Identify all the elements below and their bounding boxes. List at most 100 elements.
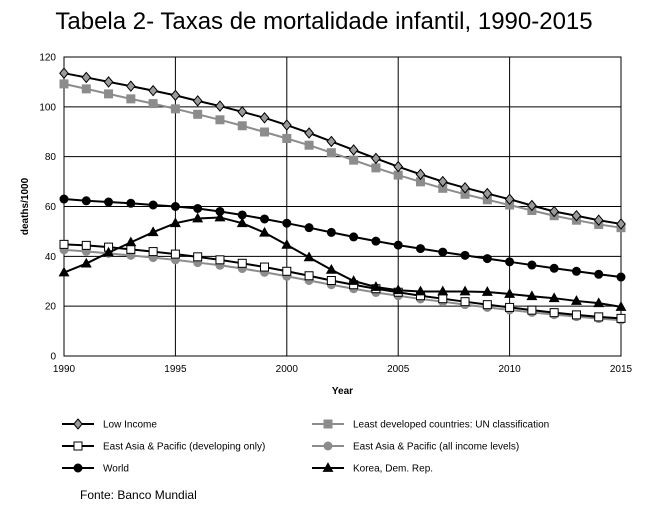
- data-point: [303, 251, 315, 262]
- data-point: [548, 292, 560, 303]
- series-low-income: [59, 67, 626, 230]
- series-korea-dem-rep: [58, 211, 627, 311]
- data-point: [326, 227, 336, 237]
- data-point: [59, 79, 69, 89]
- data-point: [81, 196, 91, 206]
- data-point: [260, 127, 270, 137]
- y-tick-label: 40: [45, 252, 57, 263]
- x-tick-labels: 1990 1995 2000 2005 2010 2015: [53, 364, 633, 375]
- data-point: [304, 140, 314, 150]
- y-tick-label: 20: [45, 302, 57, 313]
- data-point: [505, 257, 515, 267]
- data-point: [549, 308, 559, 318]
- data-point: [326, 276, 336, 286]
- legend-label: East Asia & Pacific (developing only): [103, 442, 265, 453]
- y-tick-label: 120: [39, 53, 56, 64]
- data-point: [170, 249, 180, 259]
- data-point: [148, 84, 158, 97]
- data-point: [126, 94, 136, 104]
- data-point: [371, 163, 381, 173]
- data-point: [81, 84, 91, 94]
- series-least-developed-countries-un-classification: [59, 79, 626, 233]
- data-point: [393, 240, 403, 250]
- data-point: [349, 155, 359, 165]
- data-point: [170, 202, 180, 211]
- data-point: [80, 257, 92, 268]
- y-tick-labels: 0 20 40 60 80 100 120: [39, 53, 56, 363]
- data-point: [259, 226, 270, 237]
- series-line: [63, 243, 622, 320]
- data-point: [616, 272, 626, 282]
- data-point: [504, 288, 516, 298]
- data-point: [460, 182, 470, 194]
- data-point: [59, 194, 69, 204]
- legend: Low Income Least developed countries: UN …: [62, 418, 549, 475]
- data-point: [236, 217, 248, 228]
- data-point: [193, 109, 203, 119]
- data-point: [58, 266, 70, 277]
- data-point: [593, 297, 605, 308]
- data-point: [104, 89, 114, 99]
- legend-marker: [322, 462, 334, 472]
- data-point: [527, 199, 537, 212]
- data-point: [126, 244, 136, 254]
- data-point: [193, 252, 203, 262]
- data-point: [148, 99, 158, 109]
- legend-marker: [323, 441, 333, 451]
- data-point: [192, 95, 203, 107]
- data-point: [570, 295, 582, 305]
- legend-item: World: [62, 463, 129, 475]
- legend-item: Korea, Dem. Rep.: [312, 462, 433, 475]
- data-point: [393, 160, 404, 173]
- data-point: [326, 148, 336, 158]
- legend-marker: [323, 419, 333, 429]
- data-point: [281, 119, 292, 131]
- x-tick-label: 1990: [53, 364, 76, 375]
- y-axis-label: deaths/1000: [20, 177, 31, 235]
- series-world: [59, 194, 626, 282]
- data-point: [147, 226, 159, 237]
- data-point: [81, 240, 91, 250]
- data-point: [459, 285, 471, 296]
- data-point: [526, 290, 538, 301]
- data-point: [571, 266, 581, 276]
- data-point: [193, 203, 203, 213]
- data-point: [259, 112, 270, 124]
- legend-label: Low Income: [103, 420, 157, 431]
- data-point: [59, 239, 69, 249]
- data-point: [438, 247, 448, 257]
- legend-label: Least developed countries: UN classifica…: [353, 420, 549, 431]
- legend-marker: [73, 463, 83, 473]
- data-point: [125, 80, 136, 92]
- data-point: [103, 246, 115, 257]
- data-point: [593, 214, 604, 226]
- data-point: [148, 200, 158, 210]
- data-point: [192, 212, 204, 223]
- data-point: [392, 284, 404, 295]
- data-point: [549, 205, 560, 218]
- series-east-asia-pacific-developing-only: [59, 239, 626, 323]
- data-point: [615, 301, 627, 311]
- data-point: [594, 269, 604, 279]
- data-point: [126, 198, 136, 208]
- data-point: [169, 217, 181, 228]
- data-point: [237, 121, 247, 131]
- data-point: [348, 275, 360, 285]
- data-point: [437, 175, 448, 188]
- x-tick-label: 2000: [276, 364, 299, 375]
- series-line: [63, 248, 622, 322]
- series-group: [58, 67, 627, 325]
- data-point: [348, 144, 359, 156]
- y-tick-label: 0: [50, 352, 56, 363]
- data-point: [215, 255, 225, 265]
- data-point: [482, 300, 492, 310]
- series-line: [63, 198, 622, 279]
- legend-marker: [73, 418, 83, 430]
- data-point: [81, 71, 92, 84]
- data-point: [325, 263, 337, 274]
- legend-label: Korea, Dem. Rep.: [353, 464, 433, 475]
- data-point: [237, 258, 247, 268]
- plot-frame: [63, 56, 622, 357]
- data-point: [438, 294, 448, 304]
- data-point: [260, 262, 270, 272]
